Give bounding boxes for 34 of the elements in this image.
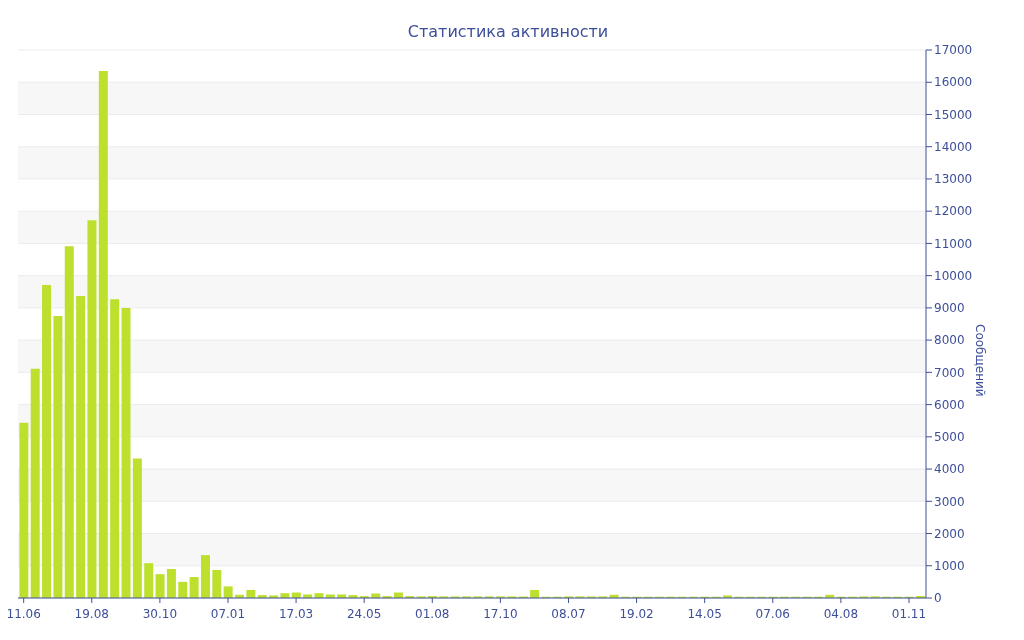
y-tick-label: 14000 <box>934 139 973 154</box>
x-tick-label: 17.03 <box>278 607 314 621</box>
y-tick-label: 12000 <box>934 204 973 219</box>
x-tick-label: 01.08 <box>415 607 450 621</box>
y-tick-label: 4000 <box>934 462 965 477</box>
x-tick-label: 07.01 <box>210 607 246 621</box>
x-tick-label: 19.02 <box>619 607 654 621</box>
x-tick-label: 14.05 <box>687 607 722 621</box>
x-tick-label: 30.10 <box>142 607 178 621</box>
x-tick-label: 04.08 <box>823 607 859 621</box>
y-tick-label: 15000 <box>934 107 973 122</box>
y-tick-label: 7000 <box>934 365 965 380</box>
x-tick-label: 08.07 <box>551 607 586 621</box>
y-tick-label: 6000 <box>934 397 965 412</box>
y-tick-label: 3000 <box>934 494 965 509</box>
x-tick-label: 24.05 <box>347 607 382 621</box>
y-tick-label: 11000 <box>934 236 973 251</box>
chart-title: Статистика активности <box>406 22 610 41</box>
y-tick-label: 17000 <box>934 43 973 58</box>
y-tick-label: 8000 <box>934 333 965 348</box>
y-tick-label: 0 <box>934 591 942 606</box>
y-tick-label: 5000 <box>934 430 965 445</box>
x-tick-label: 11.06 <box>6 607 41 621</box>
x-tick-label: 01.11 <box>891 607 927 621</box>
y-tick-label: 1000 <box>934 559 965 574</box>
x-tick-label: 19.08 <box>74 607 109 621</box>
y-tick-label: 13000 <box>934 172 973 187</box>
y-tick-label: 16000 <box>934 75 973 90</box>
y-tick-label: 2000 <box>934 526 965 541</box>
x-tick-label: 07.06 <box>755 607 790 621</box>
y-tick-label: 9000 <box>934 301 965 316</box>
y-axis-title: Сообщений <box>972 324 987 397</box>
y-tick-label: 10000 <box>934 268 973 283</box>
x-tick-label: 17.10 <box>483 607 518 621</box>
